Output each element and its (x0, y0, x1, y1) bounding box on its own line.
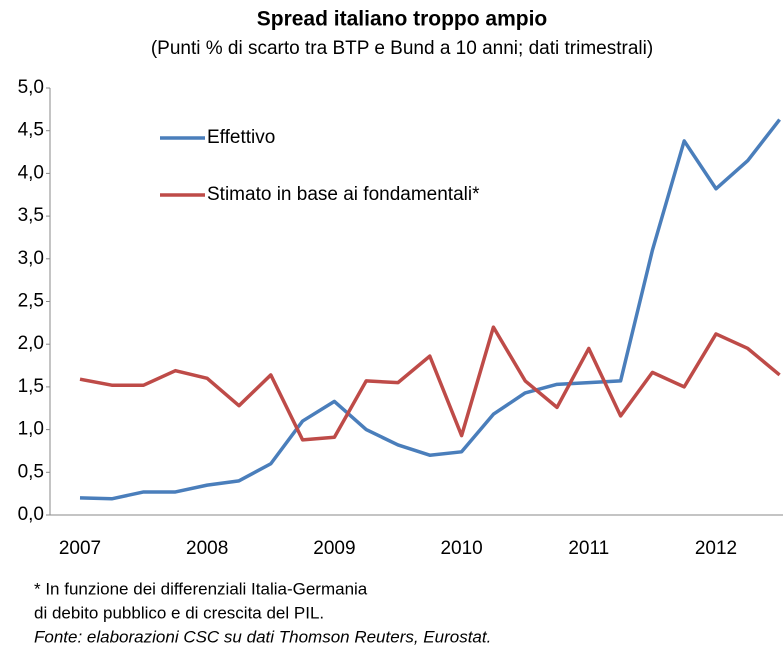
footnote: di debito pubblico e di crescita del PIL… (34, 603, 324, 622)
y-tick-label: 5,0 (18, 77, 44, 98)
y-tick-label: 2,0 (18, 333, 44, 354)
y-tick-label: 1,5 (18, 376, 44, 397)
y-tick-label: 0,0 (18, 504, 44, 525)
legend-label: Effettivo (207, 127, 275, 148)
chart-title: Spread italiano troppo ampio (257, 8, 548, 31)
x-tick-label: 2008 (186, 538, 228, 559)
x-tick-label: 2007 (59, 538, 101, 559)
source: Fonte: elaborazioni CSC su dati Thomson … (34, 627, 491, 646)
series-line (79, 325, 781, 442)
y-tick-label: 4,0 (18, 162, 44, 183)
legend-label: Stimato in base ai fondamentali* (207, 184, 480, 205)
y-tick-label: 1,0 (18, 419, 44, 440)
series-line (79, 118, 781, 501)
y-tick-label: 4,5 (18, 120, 44, 141)
x-tick-label: 2012 (695, 538, 737, 559)
y-tick-label: 3,0 (18, 248, 44, 269)
y-tick-label: 2,5 (18, 291, 44, 312)
footnote: * In funzione dei differenziali Italia-G… (34, 579, 368, 598)
y-tick-label: 3,5 (18, 205, 44, 226)
x-tick-label: 2011 (568, 538, 609, 559)
chart-subtitle: (Punti % di scarto tra BTP e Bund a 10 a… (151, 38, 653, 59)
x-tick-label: 2010 (440, 538, 482, 559)
x-tick-label: 2009 (313, 538, 355, 559)
y-tick-label: 0,5 (18, 461, 44, 482)
